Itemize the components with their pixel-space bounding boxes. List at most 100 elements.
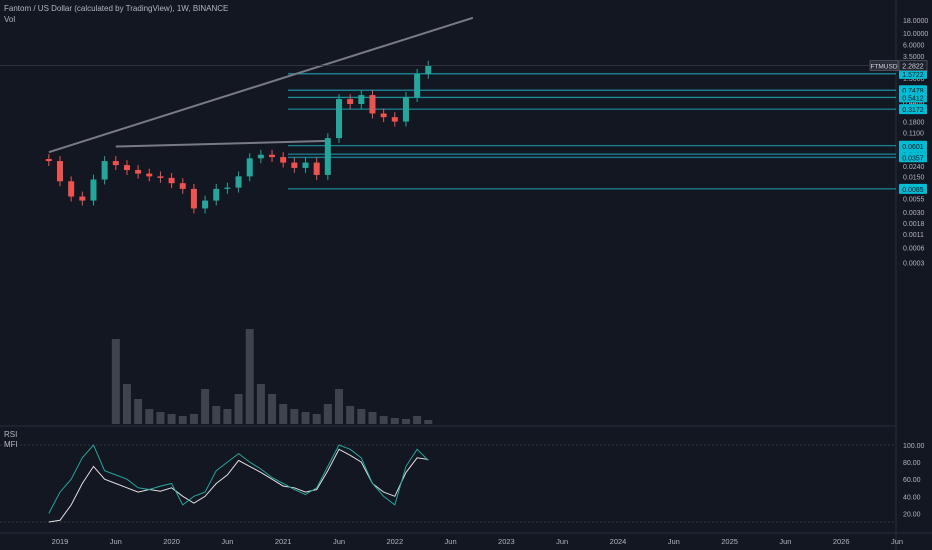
- candle-body: [101, 161, 108, 180]
- price-level-band: [288, 108, 896, 111]
- y-tick-label: 0.0030: [903, 210, 925, 217]
- last-price-marker: FTMUSD 2.2822: [0, 60, 928, 71]
- symbol-badge-label: FTMUSD: [870, 64, 897, 71]
- price-level-badge: [899, 68, 927, 79]
- volume-bar: [335, 389, 343, 424]
- last-price-badge: [898, 60, 928, 71]
- volume-bar: [223, 409, 232, 424]
- candle-body: [68, 181, 75, 197]
- volume-bar: [212, 406, 221, 424]
- candle-body: [123, 165, 130, 171]
- y-tick-label: 0.0150: [903, 174, 925, 181]
- candle-body: [45, 158, 52, 162]
- volume-bar: [290, 409, 299, 424]
- y-tick-label: 0.1100: [903, 130, 924, 137]
- time-axis-ticks: 2019 Jun 2020 Jun 2021 Jun 2022 Jun 2023 Jun 2024 J…: [52, 537, 903, 546]
- price-level-badge: [899, 152, 927, 163]
- candle-body: [246, 158, 253, 177]
- volume-bar: [178, 416, 187, 424]
- candlesticks: [45, 60, 432, 214]
- y-tick-label: 6.0000: [903, 42, 925, 49]
- candle-body: [425, 65, 432, 74]
- candle-body: [146, 173, 153, 177]
- y-tick-label: 1.3000: [903, 76, 925, 83]
- y-tick-label: 0.0018: [903, 221, 925, 228]
- volume-bar: [145, 409, 154, 424]
- candle-body: [157, 176, 164, 178]
- price-level-badge-label: 1.5722: [902, 72, 924, 79]
- price-level-badge: [899, 140, 927, 151]
- price-level-band: [288, 156, 896, 159]
- volume-bar: [323, 404, 332, 424]
- x-tick-label: Jun: [779, 537, 791, 546]
- mfi-line: [48, 444, 429, 514]
- y-tick-label: 0.0006: [903, 245, 925, 252]
- price-level-band: [288, 144, 896, 147]
- price-level-lines: [288, 72, 896, 190]
- mfi-legend: MFI: [4, 440, 18, 449]
- candle-body: [235, 176, 242, 188]
- price-level-badges: 1.57220.74780.54120.31720.06010.04110.03…: [899, 68, 927, 194]
- price-level-badge-label: 0.7478: [902, 88, 924, 95]
- last-price-badge-label: 2.2822: [902, 64, 924, 71]
- volume-bar: [357, 409, 366, 424]
- volume-bars: [111, 329, 433, 424]
- candle-body: [168, 177, 175, 184]
- x-tick-label: Jun: [891, 537, 903, 546]
- symbol-legend: Fantom / US Dollar (calculated by Tradin…: [4, 4, 229, 13]
- x-tick-label: Jun: [556, 537, 568, 546]
- volume-bar: [268, 394, 277, 424]
- y-tick-label: 0.0240: [903, 164, 925, 171]
- volume-bar: [234, 394, 243, 424]
- candle-body: [179, 183, 186, 189]
- indicator-tick-label: 40.00: [903, 494, 921, 501]
- y-tick-label: 18.0000: [903, 18, 928, 25]
- rsi-line: [48, 448, 429, 523]
- candle-body: [269, 154, 276, 158]
- indicator-tick-label: 100.00: [903, 443, 925, 450]
- price-level-badge-label: 0.3172: [902, 107, 924, 114]
- candle-body: [313, 162, 320, 175]
- x-tick-label: 2023: [498, 537, 515, 546]
- volume-bar: [413, 416, 422, 424]
- volume-bar: [122, 384, 131, 424]
- volume-bar: [111, 339, 120, 424]
- y-tick-label: 0.4400: [903, 100, 925, 107]
- volume-bar: [346, 406, 355, 424]
- price-level-badge: [899, 104, 927, 115]
- x-tick-label: 2024: [610, 537, 627, 546]
- price-level-badge: [899, 92, 927, 103]
- candle-body: [90, 179, 97, 201]
- trendline: [115, 139, 328, 148]
- candle-body: [336, 99, 342, 139]
- x-tick-label: Jun: [668, 537, 680, 546]
- candle-body: [391, 117, 398, 122]
- x-tick-label: 2021: [275, 537, 292, 546]
- candle-body: [135, 170, 142, 174]
- volume-bar: [401, 419, 410, 424]
- volume-bar: [189, 414, 198, 424]
- price-level-badge-label: 0.0601: [902, 144, 924, 151]
- indicator-pane: 100.00 80.00 60.00 40.00 20.00: [0, 443, 925, 523]
- candle-body: [369, 95, 376, 114]
- y-tick-label: 0.0003: [903, 261, 925, 268]
- price-level-band: [288, 187, 896, 190]
- x-tick-label: Jun: [445, 537, 457, 546]
- rsi-legend: RSI: [4, 430, 18, 439]
- x-tick-label: 2022: [386, 537, 403, 546]
- volume-bar: [156, 412, 165, 424]
- candle-body: [213, 188, 220, 201]
- indicator-tick-label: 60.00: [903, 477, 921, 484]
- indicator-lines: [48, 444, 429, 523]
- y-tick-label: 0.0011: [903, 232, 924, 239]
- volume-bar: [424, 420, 433, 424]
- candle-body: [79, 196, 86, 201]
- price-level-band: [288, 153, 896, 156]
- candle-body: [57, 161, 63, 182]
- x-tick-label: 2019: [52, 537, 69, 546]
- candle-body: [358, 95, 365, 104]
- indicator-tick-label: 20.00: [903, 511, 921, 518]
- x-tick-label: 2025: [721, 537, 738, 546]
